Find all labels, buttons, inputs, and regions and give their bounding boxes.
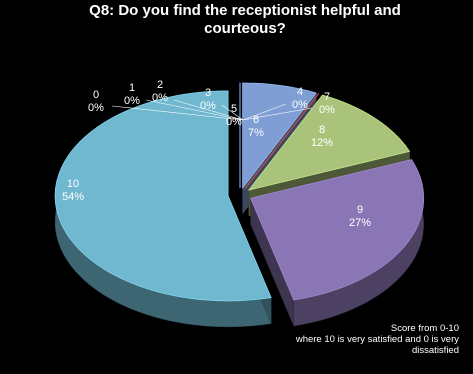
leader-line-7: [242, 107, 313, 121]
slice-label-6: 6: [253, 114, 259, 126]
slice-percent-5: 0%: [226, 116, 242, 128]
slice-percent-6: 7%: [248, 127, 264, 139]
chart-title: Q8: Do you find the receptionist helpful…: [89, 2, 401, 37]
slice-percent-1: 0%: [124, 95, 140, 107]
footnote-line-2: where 10 is very satisfied and 0 is very: [295, 334, 459, 345]
footnote-line-3: dissatisfied: [412, 345, 459, 356]
slice-percent-8: 12%: [311, 137, 333, 149]
slice-8: [247, 94, 411, 191]
slice-label-10: 10: [67, 178, 79, 190]
slice-label-2: 2: [157, 79, 163, 91]
footnote-line-1: Score from 0-10: [390, 323, 459, 334]
slice-9: [250, 159, 425, 301]
slice-label-1: 1: [129, 82, 135, 94]
slice-percent-2: 0%: [152, 92, 168, 104]
slice-percent-7: 0%: [319, 104, 335, 116]
slice-tops: [54, 82, 425, 302]
footnote: Score from 0-10 where 10 is very satisfi…: [209, 323, 459, 356]
leader-line-1: [145, 99, 244, 121]
leader-line-3: [221, 104, 244, 121]
slice-label-9: 9: [357, 204, 363, 216]
slice-label-7: 7: [324, 91, 330, 103]
slice-7: [244, 93, 320, 189]
leader-line-0: [111, 105, 244, 121]
slice-label-8: 8: [319, 124, 325, 136]
slice-percent-0: 0%: [88, 102, 104, 114]
slice-10: [54, 90, 272, 302]
leader-line-2: [173, 99, 244, 121]
slice-6: [242, 82, 317, 190]
slice-label-3: 3: [205, 87, 211, 99]
leader-line-5: [235, 117, 244, 121]
slice-percent-3: 0%: [200, 100, 216, 112]
slice-label-4: 4: [297, 86, 303, 98]
slice-label-0: 0: [93, 89, 99, 101]
slice-percent-4: 0%: [292, 99, 308, 111]
slice-percent-9: 27%: [349, 217, 371, 229]
slice-label-5: 5: [231, 103, 237, 115]
slice-percent-10: 54%: [62, 191, 84, 203]
leader-line-4: [242, 103, 287, 121]
